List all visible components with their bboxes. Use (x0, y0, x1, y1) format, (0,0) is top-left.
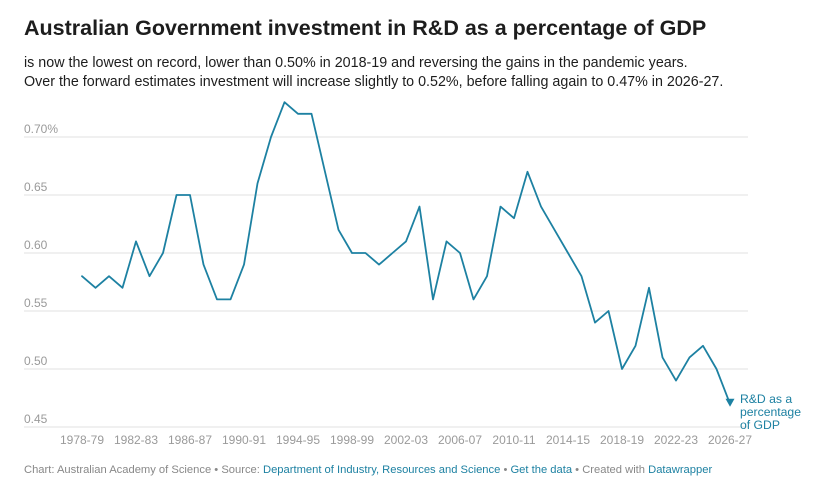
x-tick-label: 2018-19 (600, 433, 644, 447)
chart-credit: Chart: Australian Academy of Science (24, 464, 212, 476)
series-label-line: R&D as a (740, 392, 792, 406)
y-tick-label: 0.50 (24, 354, 48, 368)
x-tick-label: 2014-15 (546, 433, 590, 447)
series-label: R&D as a percentage of GDP (740, 392, 801, 432)
source-link[interactable]: Department of Industry, Resources and Sc… (263, 464, 501, 476)
get-data-link[interactable]: Get the data (510, 464, 573, 476)
x-tick-label: 1994-95 (276, 433, 320, 447)
chart-description: is now the lowest on record, lower than … (24, 54, 814, 92)
series-line (81, 101, 731, 405)
description-line-1: is now the lowest on record, lower than … (24, 55, 688, 71)
line-chart: 0.45 0.50 0.55 0.60 0.65 0.70% 1978-79 1982-83… (24, 101, 801, 447)
chart-footer: Chart: Australian Academy of Science • S… (24, 464, 712, 476)
y-tick-label: 0.70% (24, 122, 58, 136)
x-tick-label: 2026-27 (708, 433, 752, 447)
x-tick-label: 1978-79 (60, 433, 104, 447)
footer-separator: • (572, 464, 583, 476)
x-tick-label: 2006-07 (438, 433, 482, 447)
datawrapper-link[interactable]: Datawrapper (648, 464, 713, 476)
description-line-2: Over the forward estimates investment wi… (24, 74, 724, 90)
x-tick-label: 2002-03 (384, 433, 428, 447)
y-tick-label: 0.65 (24, 180, 48, 194)
x-tick-label: 1990-91 (222, 433, 266, 447)
y-tick-label: 0.45 (24, 412, 48, 426)
x-tick-label: 2022-23 (654, 433, 698, 447)
series-label-line: of GDP (740, 418, 780, 432)
series-end-marker (725, 398, 735, 407)
series-layer: R&D as a percentage of GDP (81, 101, 801, 432)
x-tick-label: 1986-87 (168, 433, 212, 447)
source-label: Source: (221, 464, 263, 476)
created-with-label: Created with (582, 464, 649, 476)
x-tick-label: 2010-11 (492, 433, 535, 447)
y-tick-label: 0.60 (24, 238, 48, 252)
chart-title: Australian Government investment in R&D … (24, 16, 707, 40)
grid-lines (24, 136, 748, 428)
footer-separator: • (211, 464, 222, 476)
x-tick-label: 1982-83 (114, 433, 158, 447)
y-axis-ticks: 0.45 0.50 0.55 0.60 0.65 0.70% (24, 122, 58, 426)
x-axis-ticks: 1978-79 1982-83 1986-87 1990-91 1994-95 1998-… (60, 433, 752, 447)
x-tick-label: 1998-99 (330, 433, 374, 447)
footer-separator: • (500, 464, 511, 476)
y-tick-label: 0.55 (24, 296, 48, 310)
series-label-line: percentage (740, 405, 801, 419)
